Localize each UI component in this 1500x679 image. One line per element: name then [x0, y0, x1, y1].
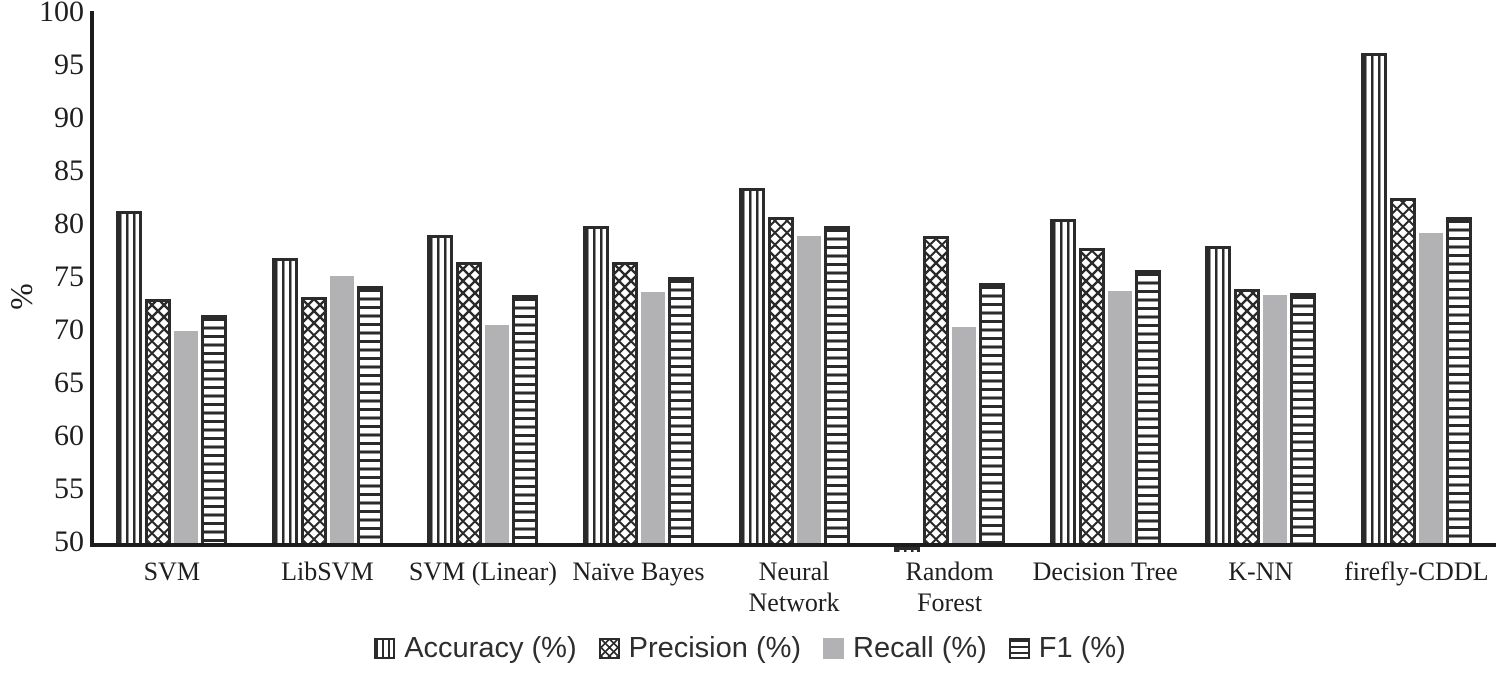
- x-axis-category-labels: SVM LibSVM SVM (Linear) Naïve Bayes Neural N…: [94, 556, 1494, 618]
- bar-recall: [1418, 233, 1443, 543]
- y-tick-label-100: 100: [39, 0, 84, 28]
- bar-accuracy: [427, 235, 454, 543]
- category-label-na-ve-bayes: Naïve Bayes: [572, 557, 705, 586]
- legend: Accuracy (%) Precision (%) Recall (%) F1 (%…: [0, 632, 1500, 665]
- category-label-decision-tree: Decision Tree: [1032, 557, 1178, 586]
- category-label-svm-linear-: SVM (Linear): [408, 557, 557, 586]
- y-tick-label-50: 50: [54, 524, 84, 558]
- legend-item-precision: Precision (%): [598, 632, 802, 665]
- bar-f1: [979, 283, 1006, 543]
- category-label-svm: SVM: [143, 557, 200, 586]
- bar-group-random-forest: [872, 13, 1028, 552]
- legend-label-accuracy: Accuracy (%): [404, 632, 577, 664]
- legend-item-f1: F1 (%): [1008, 632, 1126, 665]
- bar-recall: [174, 331, 199, 543]
- category-label-neural-network: Neural Network: [748, 557, 840, 618]
- y-tick-label-85: 85: [54, 153, 84, 187]
- legend-swatch-accuracy: [374, 638, 396, 659]
- category-label-random-forest: Random Forest: [905, 557, 994, 618]
- y-tick-label-60: 60: [54, 418, 84, 452]
- bar-f1: [823, 226, 850, 543]
- bar-accuracy: [894, 547, 921, 552]
- bar-accuracy: [116, 211, 143, 543]
- y-tick-label-65: 65: [54, 365, 84, 399]
- x-axis-line: [90, 543, 1496, 547]
- category-label-libsvm: LibSVM: [281, 557, 374, 586]
- bar-precision: [611, 262, 638, 543]
- bar-precision: [1078, 248, 1105, 543]
- plot-area: [94, 13, 1495, 552]
- bar-f1: [201, 315, 228, 543]
- legend-swatch-precision: [598, 638, 620, 659]
- y-tick-label-90: 90: [54, 100, 84, 134]
- bar-accuracy: [271, 258, 298, 543]
- legend-label-recall: Recall (%): [853, 632, 987, 664]
- y-tick-label-55: 55: [54, 471, 84, 505]
- bar-recall: [796, 236, 821, 543]
- bar-group-decision-tree: [1027, 13, 1183, 543]
- bar-accuracy: [582, 226, 609, 543]
- legend-swatch-recall: [823, 638, 845, 659]
- category-label-k-nn: K-NN: [1228, 557, 1294, 586]
- bar-recall: [329, 276, 354, 543]
- bar-precision: [767, 217, 794, 543]
- bar-recall: [640, 292, 665, 543]
- y-tick-label-95: 95: [54, 47, 84, 81]
- bar-recall: [485, 325, 510, 543]
- bar-precision: [300, 297, 327, 543]
- bar-accuracy: [738, 188, 765, 543]
- bar-group-neural-network: [716, 13, 872, 543]
- bar-precision: [1389, 198, 1416, 543]
- y-tick-label-70: 70: [54, 312, 84, 346]
- y-tick-label-75: 75: [54, 259, 84, 293]
- bar-accuracy: [1205, 246, 1232, 543]
- legend-label-f1: F1 (%): [1038, 632, 1126, 664]
- bar-f1: [1290, 293, 1317, 543]
- bar-f1: [1445, 217, 1472, 543]
- bar-precision: [923, 236, 950, 543]
- bar-group-firefly-cddl: [1339, 13, 1495, 543]
- bar-precision: [456, 262, 483, 543]
- bar-recall: [952, 327, 977, 543]
- y-axis-line: [90, 11, 94, 547]
- bar-precision: [145, 299, 172, 543]
- bar-f1: [1134, 270, 1161, 543]
- category-label-firefly-cddl: firefly-CDDL: [1344, 557, 1489, 586]
- bar-group-libsvm: [250, 13, 406, 543]
- bar-group-svm: [94, 13, 250, 543]
- legend-item-recall: Recall (%): [823, 632, 987, 665]
- bar-precision: [1234, 289, 1261, 543]
- bar-recall: [1107, 291, 1132, 543]
- legend-swatch-f1: [1008, 638, 1030, 659]
- bar-f1: [667, 277, 694, 543]
- bar-accuracy: [1049, 219, 1076, 543]
- bar-f1: [356, 286, 383, 543]
- bar-group-k-nn: [1183, 13, 1339, 543]
- legend-item-accuracy: Accuracy (%): [374, 632, 577, 665]
- bar-group-svm-linear-: [405, 13, 561, 543]
- y-tick-label-80: 80: [54, 206, 84, 240]
- bar-group-na-ve-bayes: [561, 13, 717, 543]
- bar-recall: [1263, 295, 1288, 543]
- bar-f1: [512, 295, 539, 543]
- legend-label-precision: Precision (%): [628, 632, 802, 664]
- bar-accuracy: [1360, 53, 1387, 543]
